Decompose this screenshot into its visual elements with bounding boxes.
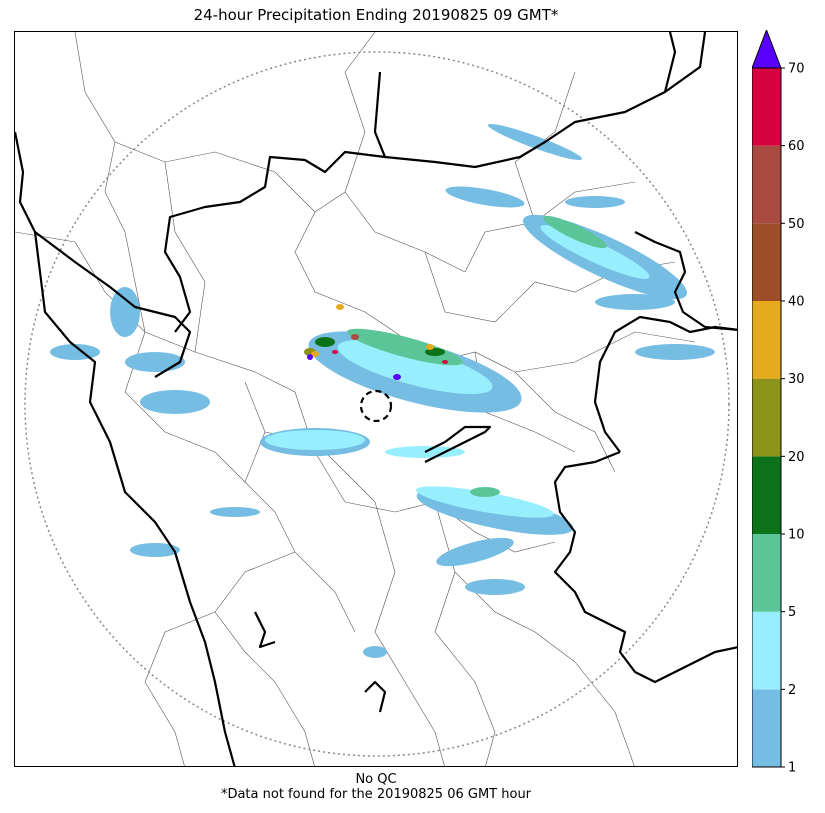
radar-range-ring xyxy=(24,51,730,757)
precip-level-2 xyxy=(265,225,650,518)
colorbar-label-1: 1 xyxy=(788,761,796,776)
colorbar-label-70: 70 xyxy=(788,62,805,77)
colorbar-bin-40 xyxy=(752,223,781,301)
colorbar-bin-20 xyxy=(752,378,781,457)
precip-level-1 xyxy=(50,123,715,658)
radar-map[interactable] xyxy=(14,31,738,767)
colorbar-label-5: 5 xyxy=(788,605,796,620)
colorbar-bin-60 xyxy=(752,68,781,146)
colorbar-bin-1 xyxy=(752,689,781,767)
state-boundaries xyxy=(15,32,737,766)
colorbar-bin-2 xyxy=(752,611,781,690)
colorbar-label-50: 50 xyxy=(788,217,805,232)
colorbar: 1 2 5 10 20 30 40 50 60 70 xyxy=(752,30,805,776)
precip-level-30 xyxy=(311,304,434,357)
colorbar-label-30: 30 xyxy=(788,372,805,387)
map-canvas xyxy=(15,32,737,766)
missing-data-note: *Data not found for the 20190825 06 GMT … xyxy=(220,787,532,802)
colorbar-label-40: 40 xyxy=(788,295,805,310)
colorbar-bin-30 xyxy=(752,301,781,379)
precip-level-70 xyxy=(307,354,401,380)
colorbar-bin-5 xyxy=(752,534,781,612)
precip-level-5 xyxy=(346,215,607,497)
precip-level-60 xyxy=(332,350,448,364)
colorbar-label-2: 2 xyxy=(788,683,796,698)
radar-site-marker xyxy=(359,389,393,423)
colorbar-label-60: 60 xyxy=(788,139,805,154)
district-boundaries xyxy=(15,32,696,766)
colorbar-label-20: 20 xyxy=(788,450,805,465)
colorbar-bin-50 xyxy=(752,145,781,224)
map-title: 24-hour Precipitation Ending 20190825 09… xyxy=(193,6,559,24)
qc-note: No QC xyxy=(355,772,397,787)
colorbar-label-10: 10 xyxy=(788,528,805,543)
colorbar-bin-10 xyxy=(752,456,781,534)
colorbar-frame xyxy=(752,67,782,768)
precip-level-50 xyxy=(351,334,359,340)
colorbar-extension-max xyxy=(752,30,782,69)
